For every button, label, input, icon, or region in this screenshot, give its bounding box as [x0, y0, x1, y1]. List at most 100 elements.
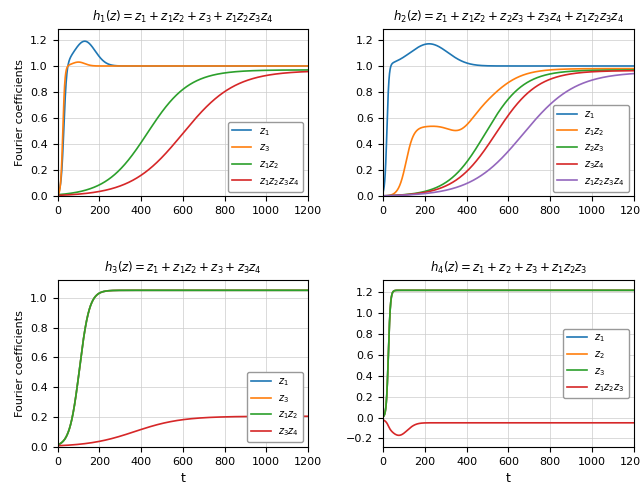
Title: $h_3(z) = z_1 + z_1z_2 + z_3 + z_3z_4$: $h_3(z) = z_1 + z_1z_2 + z_3 + z_3z_4$	[104, 260, 262, 275]
$z_1z_2$	[161, 287, 168, 293]
$z_3$	[476, 287, 483, 293]
$z_3$	[75, 59, 83, 65]
$z_1z_2$	[486, 95, 494, 101]
$z_1z_2$	[408, 136, 415, 142]
$z_3z_4$	[272, 413, 280, 419]
$z_1$	[83, 38, 90, 44]
$z_1z_2z_3z_4$	[304, 69, 312, 75]
$z_1$	[54, 191, 61, 197]
$z_2z_3$	[476, 140, 483, 146]
$z_1$	[150, 287, 157, 293]
$z_2$	[630, 287, 637, 293]
$z_1$	[598, 287, 605, 293]
$z_3$	[304, 63, 312, 69]
$z_3$	[259, 287, 266, 293]
X-axis label: t: t	[506, 472, 511, 485]
$z_3$	[273, 287, 280, 293]
$z_1z_2$	[380, 193, 387, 199]
$z_1z_2$	[54, 192, 61, 198]
Line: $z_3z_4$: $z_3z_4$	[58, 416, 308, 446]
$z_1z_2z_3z_4$	[630, 71, 637, 77]
$z_1z_2z_3z_4$	[598, 75, 605, 81]
$z_1z_2$	[150, 121, 157, 127]
$z_2$	[423, 287, 431, 293]
$z_3$	[97, 63, 105, 69]
$z_1$	[630, 287, 637, 293]
Line: $z_1$: $z_1$	[58, 290, 308, 445]
$z_1z_2z_3z_4$	[97, 188, 105, 194]
$z_1z_2$	[83, 187, 90, 193]
$z_1$	[273, 287, 280, 293]
$z_3z_4$	[97, 438, 105, 444]
$z_3z_4$	[300, 413, 307, 419]
Line: $z_2$: $z_2$	[383, 290, 634, 417]
$z_3$	[486, 287, 494, 293]
Line: $z_1z_2$: $z_1z_2$	[383, 69, 634, 196]
Legend: $z_1$, $z_3$, $z_1z_2$, $z_1z_2z_3z_4$: $z_1$, $z_3$, $z_1z_2$, $z_1z_2z_3z_4$	[228, 122, 303, 191]
$z_1z_2z_3z_4$	[380, 193, 387, 199]
Line: $z_3$: $z_3$	[383, 290, 634, 417]
$z_1z_2$	[625, 66, 632, 72]
$z_1z_2z_3$	[630, 420, 637, 426]
$z_1$	[476, 62, 483, 68]
$z_1z_2$	[83, 320, 90, 326]
$z_3$	[408, 287, 415, 293]
$z_1$	[300, 287, 307, 293]
$z_1z_2z_3z_4$	[161, 152, 168, 158]
$z_2$	[380, 414, 387, 420]
Y-axis label: Fourier coefficients: Fourier coefficients	[15, 59, 24, 166]
Line: $z_3$: $z_3$	[58, 62, 308, 195]
$z_3z_4$	[83, 440, 90, 446]
$z_1z_2z_3z_4$	[476, 174, 483, 180]
$z_1$	[625, 63, 632, 69]
$z_1$	[425, 41, 433, 47]
$z_3$	[161, 287, 168, 293]
$z_1z_2$	[423, 124, 431, 130]
$z_1z_2$	[300, 67, 307, 73]
$z_2$	[486, 287, 494, 293]
$z_2z_3$	[598, 67, 605, 73]
Line: $z_1$: $z_1$	[58, 41, 308, 194]
$z_3z_4$	[304, 413, 312, 419]
$z_1z_2z_3$	[408, 424, 415, 430]
$z_1z_2z_3z_4$	[300, 69, 307, 75]
$z_1$	[97, 289, 105, 295]
$z_1$	[598, 63, 605, 69]
$z_2z_3$	[423, 188, 431, 194]
$z_1z_2$	[259, 287, 266, 293]
$z_1z_2$	[304, 287, 312, 293]
$z_1z_2z_3$	[476, 420, 483, 426]
$z_1$	[161, 287, 168, 293]
$z_3z_4$	[486, 139, 494, 145]
$z_2$	[408, 287, 415, 293]
$z_1$	[304, 287, 312, 293]
Line: $z_1z_2$: $z_1z_2$	[58, 290, 308, 445]
Title: $h_4(z) = z_1 + z_2 + z_3 + z_1z_2z_3$: $h_4(z) = z_1 + z_2 + z_3 + z_1z_2z_3$	[429, 260, 587, 275]
$z_3$	[273, 63, 280, 69]
$z_1z_2z_3z_4$	[150, 163, 157, 168]
$z_1z_2$	[304, 67, 312, 73]
$z_1z_2$	[630, 66, 637, 72]
$z_3$	[300, 287, 307, 293]
Legend: $z_1$, $z_2$, $z_3$, $z_1z_2z_3$: $z_1$, $z_2$, $z_3$, $z_1z_2z_3$	[563, 328, 628, 398]
$z_2z_3$	[408, 191, 415, 197]
$z_3z_4$	[630, 68, 637, 74]
$z_3z_4$	[408, 191, 415, 197]
$z_1z_2$	[97, 181, 105, 187]
$z_1$	[259, 287, 266, 293]
Line: $z_3$: $z_3$	[58, 290, 308, 445]
$z_1z_2z_3z_4$	[83, 191, 90, 196]
$z_1z_2$	[300, 287, 307, 293]
Legend: $z_1$, $z_1z_2$, $z_2z_3$, $z_3z_4$, $z_1z_2z_3z_4$: $z_1$, $z_1z_2$, $z_2z_3$, $z_3z_4$, $z_…	[554, 105, 628, 191]
$z_1z_2$	[272, 67, 280, 73]
$z_3$	[304, 287, 312, 293]
Title: $h_1(z) = z_1 + z_1z_2 + z_3 + z_1z_2z_3z_4$: $h_1(z) = z_1 + z_1z_2 + z_3 + z_1z_2z_3…	[92, 9, 273, 25]
Line: $z_3z_4$: $z_3z_4$	[383, 71, 634, 196]
$z_1$	[408, 287, 415, 293]
$z_1$	[423, 41, 431, 47]
$z_3z_4$	[150, 423, 157, 429]
$z_1z_2$	[150, 287, 157, 293]
$z_1z_2$	[54, 442, 61, 448]
$z_1$	[486, 287, 494, 293]
$z_1z_2$	[97, 289, 105, 295]
